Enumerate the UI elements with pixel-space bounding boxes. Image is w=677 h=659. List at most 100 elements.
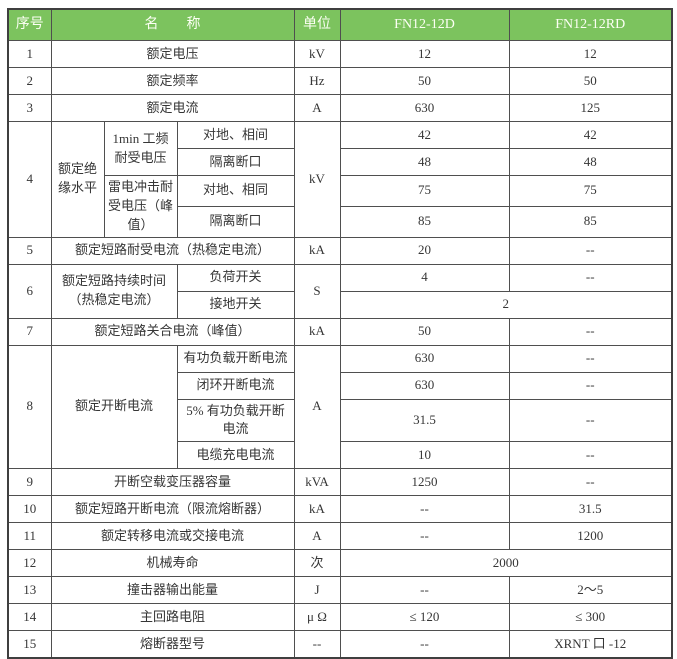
table-cell: 12 [339,40,510,68]
table-cell: kA [293,317,341,346]
table-cell: 次 [293,549,341,578]
table-cell: ≤ 120 [339,603,510,632]
table-cell: 1min 工频耐受电压 [103,121,178,176]
table-cell: 接地开关 [176,290,295,319]
table-row: 电缆充电电流 10 -- [8,441,673,470]
table-cell: 2 [339,290,673,319]
table-cell: kV [293,121,341,238]
table-row: 4 额定绝缘水平 1min 工频耐受电压 对地、相间 kV 42 42 [7,121,673,238]
table-cell: -- [339,495,510,524]
table-cell: 1200 [508,522,673,551]
table-cell: 630 [339,94,510,122]
table-cell: 7 [7,317,52,346]
table-cell: 熔断器型号 [50,630,295,659]
table-cell: 额定转移电流或交接电流 [50,522,295,551]
table-row: 1 额定电压 kV 12 12 [7,40,673,68]
table-row: 8 额定开断电流 有功负载开断电流 A 630 -- [7,344,673,470]
table-row: 9 开断空载变压器容量 kVA 1250 -- [7,468,673,497]
table-cell: -- [508,236,673,265]
table-cell: 有功负载开断电流 [176,344,295,373]
table-cell: -- [508,441,673,470]
column-header: FN12-12D [339,8,510,41]
table-cell: 12 [508,40,673,68]
table-cell: 撞击器输出能量 [50,576,295,605]
table-cell: 11 [7,522,52,551]
table-cell: 5% 有功负载开断电流 [176,398,295,443]
table-body: 1 额定电压 kV 12 12 2 额定频率 Hz 50 50 3 额定电流 A 630 125 4 额定绝缘水… [7,40,673,659]
table-cell: 闭环开断电流 [176,371,295,400]
table-cell: XRNT 口 -12 [508,630,673,659]
table-row: 闭环开断电流 630 -- [8,371,673,400]
table-cell: 50 [508,67,673,95]
table-cell: 8 [7,344,52,470]
table-row: 6 额定短路持续时间（热稳定电流） 负荷开关 S 4 -- [7,263,673,319]
column-header: FN12-12RD [508,8,673,41]
table-cell: 1 [7,40,52,68]
table-cell: 5 [7,236,52,265]
table-row: 14 主回路电阻 μ Ω ≤ 120 ≤ 300 [7,603,673,632]
table-cell: 负荷开关 [176,263,295,292]
table-cell: 额定频率 [50,67,295,95]
table-cell: 额定开断电流 [50,344,178,470]
table-cell: 隔离断口 [176,205,295,238]
table-cell: kV [293,40,341,68]
table-cell: -- [508,371,673,400]
table-cell: -- [339,576,510,605]
table-row: 7 额定短路关合电流（峰值） kA 50 -- [7,317,673,346]
table-cell: 9 [7,468,52,497]
table-cell: 额定短路耐受电流（热稳定电流） [50,236,295,265]
table-cell: 机械寿命 [50,549,295,578]
table-cell: 4 [339,263,510,292]
table-cell: 对地、相同 [176,175,295,207]
table-cell: -- [508,398,673,443]
table-cell: 2～5 [508,576,673,605]
table-cell: 主回路电阻 [50,603,295,632]
table-cell: A [293,344,341,470]
table-cell: 15 [7,630,52,659]
table-cell: 额定短路持续时间（热稳定电流） [50,263,178,319]
table-row: 10 额定短路开断电流（限流熔断器） kA -- 31.5 [7,495,673,524]
table-cell: 31.5 [508,495,673,524]
table-cell: 10 [339,441,510,470]
table-cell: -- [293,630,341,659]
table-row: 5% 有功负载开断电流 31.5 -- [8,398,673,443]
table-row: 12 机械寿命次 2000 [7,549,673,578]
table-cell: 12 [7,549,52,578]
table-row: 13 撞击器输出能量 J -- 2～5 [7,576,673,605]
table-cell: 48 [339,148,510,176]
table-row: 15 熔断器型号 -- -- XRNT 口 -12 [7,630,673,659]
table-row: 接地开关 2 [8,290,673,319]
table-cell: A [293,522,341,551]
table-cell: 2 [7,67,52,95]
table-cell: 42 [339,121,510,149]
table-row: 隔离断口 85 85 [8,205,673,238]
table-row: 5 额定短路耐受电流（热稳定电流） kA 20 -- [7,236,673,265]
table-cell: 50 [339,317,510,346]
table-cell: 630 [339,344,510,373]
table-cell: 额定电压 [50,40,295,68]
table-cell: 6 [7,263,52,319]
table-cell: 雷电冲击耐受电压（峰值） [103,175,178,238]
table-cell: μ Ω [293,603,341,632]
table-cell: kA [293,495,341,524]
table-header: 序号名 称单位 FN12-12D FN12-12RD [7,8,673,41]
table-row: 雷电冲击耐受电压（峰值） 对地、相同 75 75 [8,175,673,238]
table-cell: Hz [293,67,341,95]
table-cell: 对地、相间 [176,121,295,149]
column-header: 单位 [293,8,341,41]
table-cell: 50 [339,67,510,95]
table-cell: kVA [293,468,341,497]
table-cell: -- [508,317,673,346]
spec-table: 序号名 称单位 FN12-12D FN12-12RD 1 额定电压 kV 12 12 2 额定频… [7,8,673,659]
table-cell: 电缆充电电流 [176,441,295,470]
table-cell: kA [293,236,341,265]
table-cell: 3 [7,94,52,122]
table-cell: J [293,576,341,605]
table-row: 隔离断口 48 48 [8,148,673,176]
table-cell: 125 [508,94,673,122]
table-cell: 14 [7,603,52,632]
table-cell: 1250 [339,468,510,497]
table-cell: 额定短路关合电流（峰值） [50,317,295,346]
table-row: 3 额定电流 A 630 125 [7,94,673,122]
